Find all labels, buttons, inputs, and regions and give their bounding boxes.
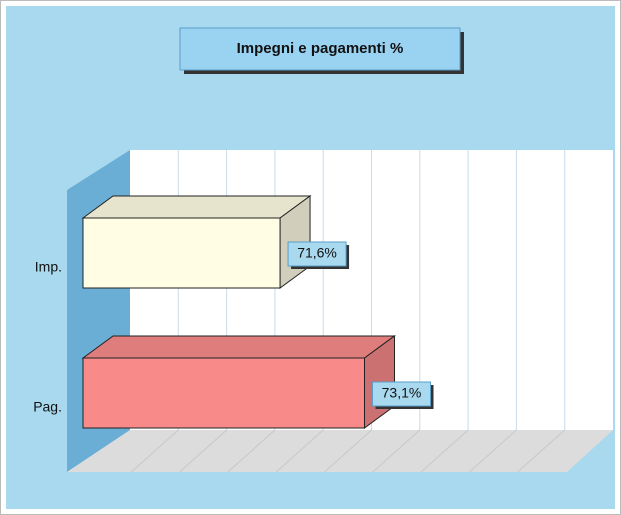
floor-grid-line xyxy=(372,429,421,473)
floor-grid-line xyxy=(227,429,276,473)
title-box xyxy=(179,27,461,71)
category-label: Pag. xyxy=(33,399,62,415)
floor-grid-line xyxy=(469,429,517,473)
bar-top xyxy=(81,195,312,219)
value-label: 71,6% xyxy=(297,245,337,261)
value-label: 73,1% xyxy=(382,385,422,401)
floor-grid-line xyxy=(130,429,179,473)
floor-grid-line xyxy=(179,429,227,473)
floor-grid-line xyxy=(275,429,324,473)
bar-top xyxy=(81,335,397,359)
floor-grid-line xyxy=(324,429,372,473)
bar xyxy=(82,357,366,429)
value-label-box xyxy=(372,381,432,407)
bar xyxy=(82,217,281,289)
floor-grid-line xyxy=(517,429,566,473)
floor-grid-line xyxy=(420,429,469,473)
value-label-box xyxy=(287,241,347,267)
chart-title: Impegni e pagamenti % xyxy=(237,40,404,57)
category-label: Imp. xyxy=(35,259,62,275)
floor xyxy=(67,430,613,472)
